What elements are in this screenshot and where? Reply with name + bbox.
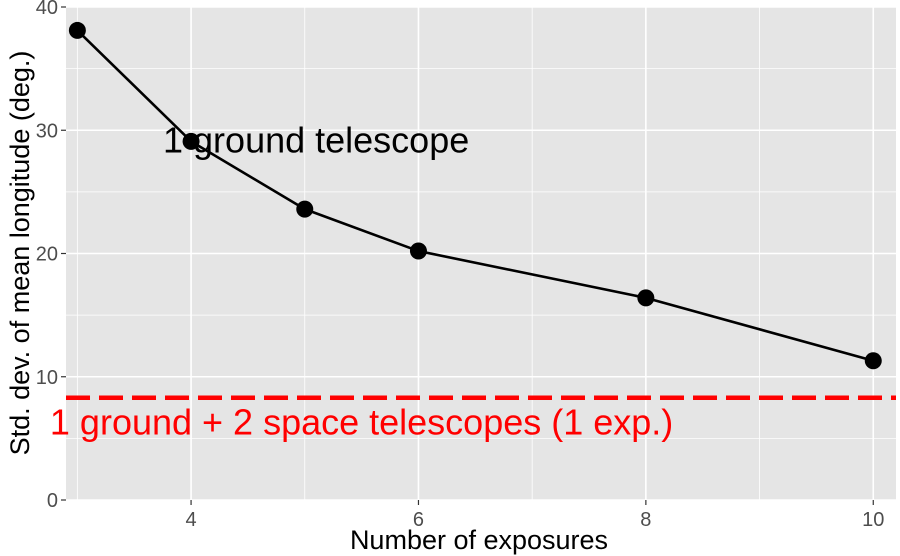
x-tick-label: 6 <box>413 509 424 531</box>
x-tick-label: 8 <box>640 509 651 531</box>
data-point <box>637 289 655 307</box>
data-point <box>182 132 200 150</box>
data-point <box>409 242 427 260</box>
x-tick-label: 10 <box>862 509 884 531</box>
data-point <box>864 352 882 370</box>
y-tick-label: 40 <box>36 0 58 19</box>
data-point <box>68 21 86 39</box>
series-group <box>68 21 882 370</box>
annotation-space-telescopes: 1 ground + 2 space telescopes (1 exp.) <box>50 402 673 443</box>
axis-ticks <box>61 6 874 505</box>
tick-labels: 4 6 8 10 0 10 20 30 40 <box>36 0 885 531</box>
y-tick-label: 30 <box>36 120 58 142</box>
x-tick-label: 4 <box>186 509 197 531</box>
data-point <box>296 200 314 218</box>
x-axis-title: Number of exposures <box>350 525 608 555</box>
y-tick-label: 10 <box>36 367 58 389</box>
y-tick-label: 0 <box>47 490 58 512</box>
y-tick-label: 20 <box>36 244 58 266</box>
y-axis-title: Std. dev. of mean longitude (deg.) <box>5 51 35 456</box>
annotation-ground-telescope: 1 ground telescope <box>163 119 469 160</box>
series-line <box>76 29 874 362</box>
